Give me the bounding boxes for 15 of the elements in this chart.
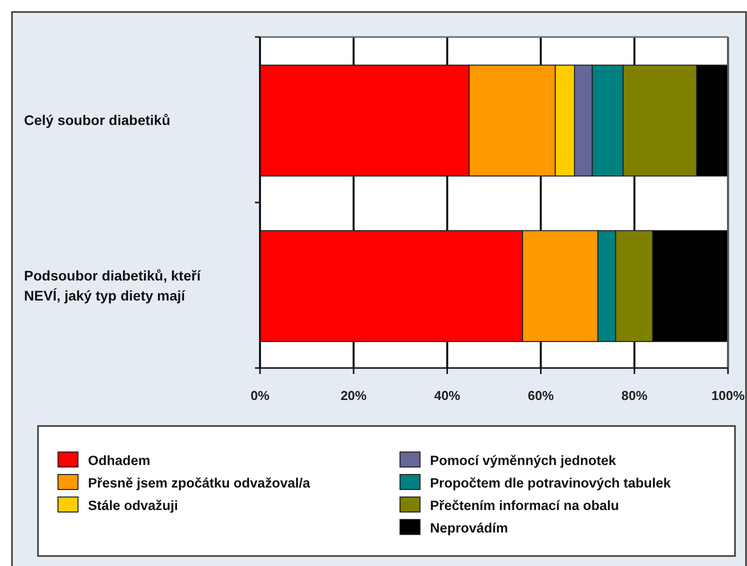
legend-label: Neprovádím <box>430 520 508 536</box>
legend-label: Propočtem dle potravinových tabulek <box>430 476 672 490</box>
legend-label: Přečtením informací na obalu <box>430 498 620 513</box>
x-tick-label: 40% <box>434 388 461 403</box>
y-tick-label: Celý soubor diabetiků <box>24 112 170 128</box>
legend-label: Odhadem <box>88 453 150 468</box>
x-tick-label: 100% <box>711 388 746 403</box>
x-tick-label: 80% <box>621 388 648 403</box>
legend-label: Pomocí výměnných jednotek <box>430 453 617 468</box>
y-tick-label: Podsoubor diabetiků, kteří NEVÍ, jaký typ diety mají <box>24 267 202 304</box>
x-tick-label: 0% <box>250 388 270 403</box>
x-tick-label: 60% <box>528 388 554 403</box>
legend-label: Přesně jsem zpočátku odvažoval/a <box>88 476 311 490</box>
legend-label: Stále odvažuji <box>88 498 178 513</box>
x-tick-label: 20% <box>340 388 368 403</box>
